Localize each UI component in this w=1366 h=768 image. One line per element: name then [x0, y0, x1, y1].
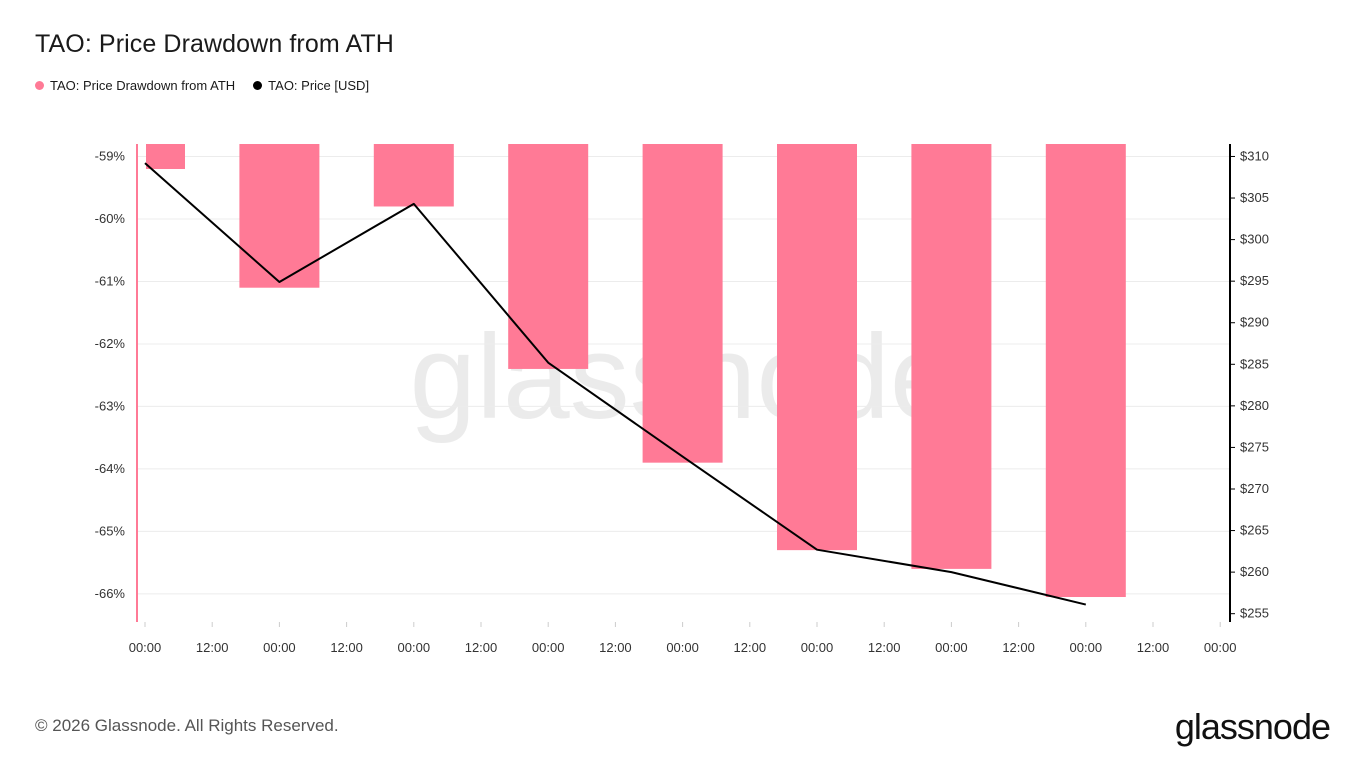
- x-tick-label: 00:00: [1204, 640, 1237, 655]
- x-tick-label: 12:00: [465, 640, 498, 655]
- legend-swatch-drawdown: [35, 81, 44, 90]
- x-tick-label: 00:00: [1070, 640, 1103, 655]
- line-series: [144, 162, 1087, 606]
- axes: -59% -60% -61% -62% -63% -64% -65% -66% $310 $305…: [95, 144, 1269, 655]
- x-tick-label: 00:00: [263, 640, 296, 655]
- drawdown-bar: [911, 144, 992, 569]
- right-tick-label: $290: [1240, 315, 1269, 330]
- right-tick-label: $280: [1240, 398, 1269, 413]
- legend-label-drawdown: TAO: Price Drawdown from ATH: [50, 78, 236, 93]
- drawdown-bar: [146, 144, 185, 169]
- right-tick-label: $275: [1240, 439, 1269, 454]
- legend-swatch-price: [253, 81, 263, 90]
- right-tick-label: $260: [1240, 564, 1269, 579]
- drawdown-bar: [642, 144, 723, 463]
- x-tick-label: 12:00: [599, 640, 632, 655]
- drawdown-bar: [239, 144, 320, 288]
- right-tick-label: $310: [1240, 148, 1269, 163]
- x-tick-label: 00:00: [129, 640, 162, 655]
- x-tick-label: 00:00: [935, 640, 968, 655]
- chart-title: TAO: Price Drawdown from ATH: [35, 30, 394, 58]
- x-tick-label: 00:00: [801, 640, 834, 655]
- left-tick-label: -62%: [95, 336, 126, 351]
- left-tick-label: -61%: [95, 273, 126, 288]
- left-tick-label: -60%: [95, 211, 126, 226]
- legend-item-price[interactable]: TAO: Price [USD]: [253, 78, 369, 93]
- left-tick-label: -64%: [95, 461, 126, 476]
- footer-logo: glassnode: [1174, 706, 1331, 747]
- legend-item-drawdown[interactable]: TAO: Price Drawdown from ATH: [35, 78, 235, 93]
- price-line: [144, 162, 1087, 606]
- x-tick-label: 12:00: [330, 640, 363, 655]
- left-tick-label: -59%: [95, 148, 126, 163]
- footer-copyright: © 2026 Glassnode. All Rights Reserved.: [35, 716, 339, 735]
- bar-series: [146, 144, 1126, 598]
- left-tick-label: -63%: [95, 398, 126, 413]
- x-tick-label: 12:00: [196, 640, 229, 655]
- left-tick-label: -66%: [95, 586, 126, 601]
- left-tick-label: -65%: [95, 523, 126, 538]
- right-tick-label: $270: [1240, 481, 1269, 496]
- right-tick-label: $305: [1240, 190, 1269, 205]
- legend-label-price: TAO: Price [USD]: [268, 78, 370, 93]
- drawdown-bar: [1045, 144, 1126, 598]
- chart-legend: TAO: Price Drawdown from ATH TAO: Price …: [35, 78, 387, 93]
- x-tick-label: 00:00: [398, 640, 431, 655]
- x-tick-label: 12:00: [868, 640, 901, 655]
- right-tick-label: $300: [1240, 232, 1269, 247]
- drawdown-bar: [508, 144, 589, 369]
- drawdown-bar: [777, 144, 857, 551]
- x-tick-label: 00:00: [666, 640, 699, 655]
- x-tick-label: 12:00: [1137, 640, 1170, 655]
- right-tick-label: $295: [1240, 273, 1269, 288]
- x-tick-label: 00:00: [532, 640, 565, 655]
- x-tick-label: 12:00: [1002, 640, 1035, 655]
- x-tick-label: 12:00: [734, 640, 767, 655]
- right-tick-label: $255: [1240, 606, 1269, 621]
- right-tick-label: $285: [1240, 356, 1269, 371]
- right-tick-label: $265: [1240, 523, 1269, 538]
- drawdown-bar: [373, 144, 454, 207]
